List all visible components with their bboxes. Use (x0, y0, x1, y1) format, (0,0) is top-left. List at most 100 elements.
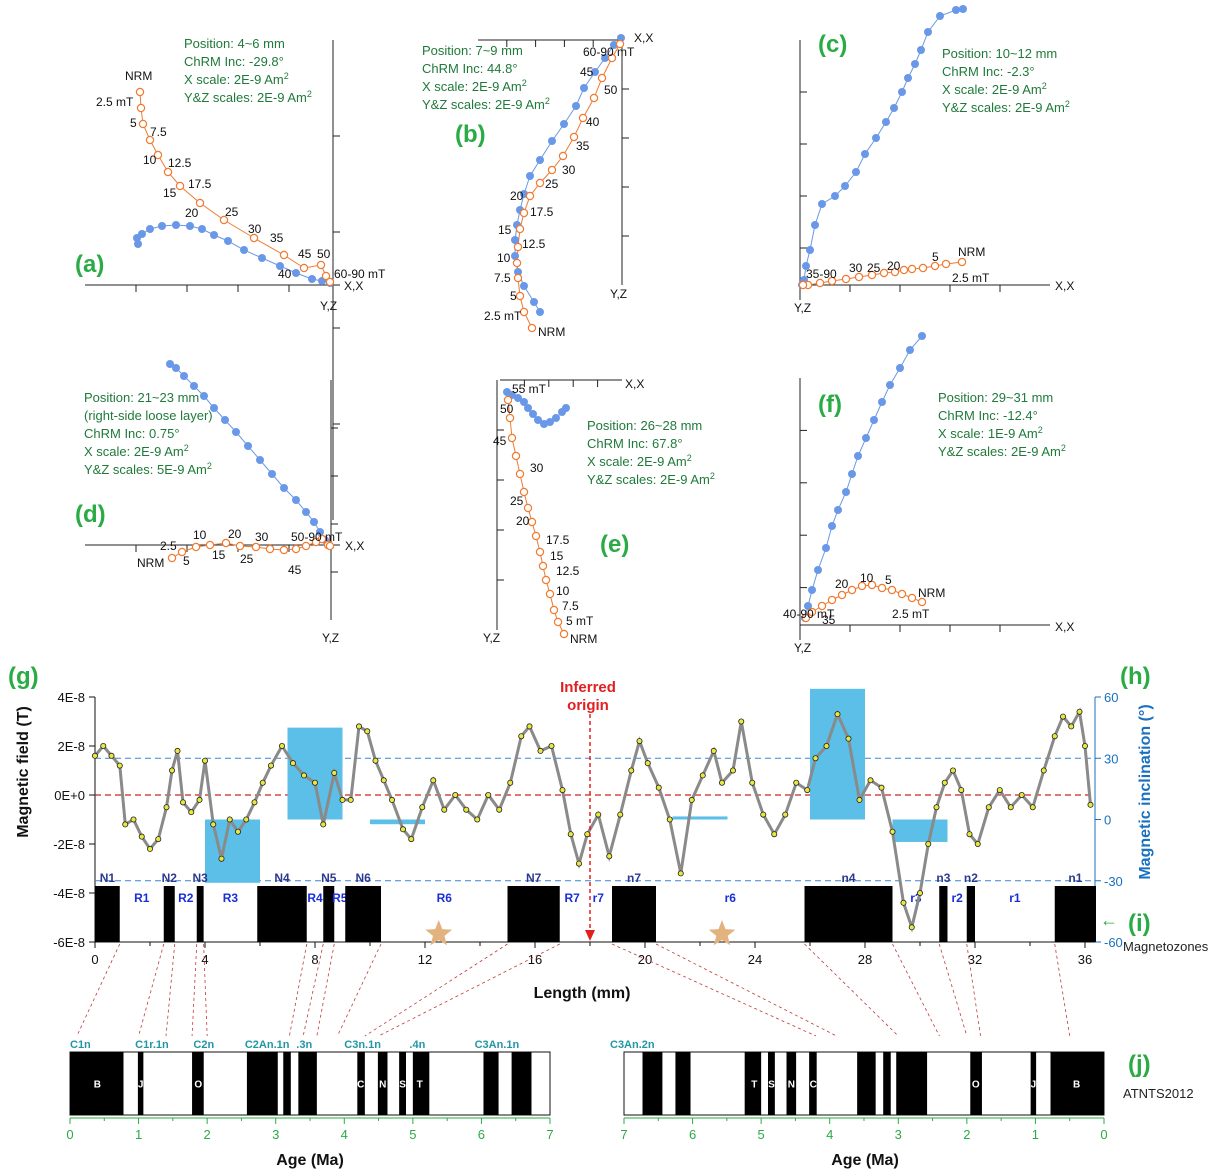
horizontal-projection-point (904, 74, 912, 82)
magnetozone-normal-bar (939, 886, 948, 942)
y-right-tick-label: -30 (1104, 874, 1123, 889)
chron-label: C1r.1n (135, 1039, 169, 1051)
field-profile-point (958, 787, 965, 794)
panel-letter-h: (h) (1120, 663, 1151, 690)
normal-polarity-interval (399, 1052, 406, 1115)
horizontal-projection-point (861, 150, 869, 158)
y-right-tick-label: 30 (1104, 751, 1118, 766)
panel-letter-i: (i) (1128, 910, 1151, 937)
demag-step-label: 20 (510, 189, 524, 203)
vertical-projection-point (815, 278, 825, 288)
demag-step-label: 20 (516, 514, 530, 528)
normal-polarity-interval (511, 1052, 532, 1115)
demag-step-label: 20 (228, 527, 242, 541)
vertical-projection-point (519, 487, 529, 497)
vertical-projection-point (163, 167, 173, 177)
field-profile-point (388, 796, 395, 803)
horizontal-projection-point (936, 12, 944, 20)
correlation-lines (76, 943, 1071, 1037)
zijderveld-panel-b: (b) Position: 7~9 mm ChRM Inc: 44.8° X scal… (422, 31, 653, 339)
demag-step-label: 2.5 mT (892, 607, 930, 621)
panel-info-line: X scale: 1E-9 Am2 (938, 425, 1043, 441)
field-profile-point (950, 767, 957, 774)
field-profile-point (760, 811, 767, 818)
field-profile-point (174, 747, 181, 754)
nrm-label: NRM (918, 586, 945, 600)
vertical-projection-point (515, 224, 525, 234)
field-profile-point (628, 767, 635, 774)
horizontal-projection-point (802, 262, 810, 270)
nrm-label: NRM (137, 556, 164, 570)
horizontal-projection-point (841, 182, 849, 190)
panel-letter: (b) (455, 121, 486, 148)
vertical-projection-point (897, 589, 907, 599)
panel-info-line: Y&Z scales: 2E-9 Am2 (587, 471, 715, 487)
vertical-projection-point (531, 531, 541, 541)
field-profile-point (749, 779, 756, 786)
zijderveld-panel-c: (c) Position: 10~12 mm ChRM Inc: -2.3° X sc… (794, 5, 1074, 315)
vertical-projection-point (317, 534, 327, 544)
demag-step-label: 30 (530, 461, 544, 475)
field-profile-point (289, 760, 296, 767)
field-profile-point (507, 779, 514, 786)
horizontal-projection-point (529, 410, 537, 418)
vertical-projection-point (535, 178, 545, 188)
horizontal-projection-point (546, 418, 554, 426)
polarity-event-label: J (1031, 1080, 1037, 1091)
horizontal-projection-point (526, 172, 534, 180)
horizontal-projection-point (862, 434, 870, 442)
y-tick-label: -6E-8 (53, 935, 85, 950)
demag-step-label: 15 (550, 549, 564, 563)
horizontal-projection-point (190, 382, 198, 390)
magnetozone-label: N6 (355, 871, 371, 885)
horizontal-projection-point (240, 246, 248, 254)
demag-step-label: 17.5 (188, 177, 212, 191)
polarity-event-label: O (194, 1080, 202, 1091)
demag-step-label: 5 (130, 116, 137, 130)
age-axis-title-left: Age (Ma) (276, 1152, 344, 1169)
field-profile-point (339, 796, 346, 803)
horizontal-projection-point (828, 522, 836, 530)
horizontal-projection-point (911, 60, 919, 68)
demag-step-label: 17.5 (530, 205, 554, 219)
timescale-panel: (j) ATNTS2012 Age (Ma) Age (Ma) B J O C N S T0… (66, 1039, 1193, 1169)
horizontal-projection-point (172, 364, 180, 372)
horizontal-projection-point (831, 192, 839, 200)
horizontal-projection-point (138, 230, 146, 238)
chron-label: C3n.1n (344, 1039, 381, 1051)
horizontal-projection-point (959, 5, 967, 13)
field-profile-point (1082, 743, 1089, 750)
age-tick-label: 1 (135, 1127, 142, 1142)
horizontal-projection-point (870, 416, 878, 424)
y-tick-label: 0E+0 (54, 788, 85, 803)
magnetozone-label: R1 (134, 891, 150, 905)
vertical-projection-point (535, 547, 545, 557)
horizontal-projection-point (302, 508, 310, 516)
field-profile-point (867, 777, 874, 784)
field-profile-point (688, 796, 695, 803)
magnetozone-normal-bar (804, 886, 893, 942)
vertical-projection-point (507, 433, 517, 443)
vertical-projection-point (515, 469, 525, 479)
vertical-projection-point (857, 581, 867, 591)
demag-step-label: 5 (932, 250, 939, 264)
vertical-projection-point (941, 259, 951, 269)
age-tick-label: 1 (1032, 1127, 1039, 1142)
star-marker (425, 920, 453, 946)
age-tick-label: 4 (341, 1127, 348, 1142)
field-profile-point (243, 816, 250, 823)
field-profile-point (655, 784, 662, 791)
correlation-line (289, 943, 308, 1037)
correlation-line (1054, 943, 1071, 1037)
vertical-projection-point (525, 191, 535, 201)
field-profile-point (804, 787, 811, 794)
horizontal-projection-point (601, 54, 609, 62)
horizontal-projection-point (848, 470, 856, 478)
panel-info-line: Y&Z scales: 2E-9 Am2 (938, 443, 1066, 459)
magnetozone-label: n1 (1068, 871, 1082, 885)
correlation-line (138, 943, 165, 1037)
age-tick-label: 2 (204, 1127, 211, 1142)
field-profile-point (900, 899, 907, 906)
field-profile-point (567, 831, 574, 838)
